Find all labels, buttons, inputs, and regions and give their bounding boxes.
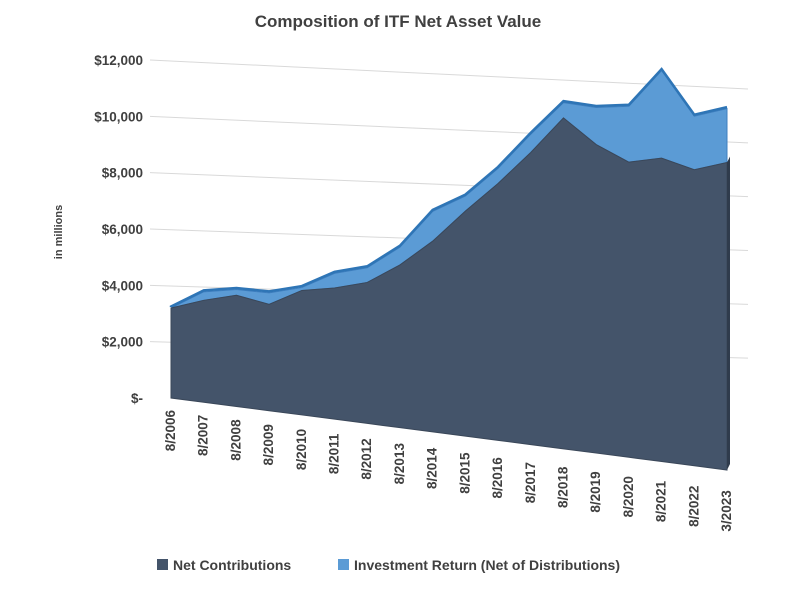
legend: Net Contributions Investment Return (Net … <box>157 557 620 573</box>
y-tick-label: $10,000 <box>94 109 143 124</box>
x-tick-label: 8/2015 <box>457 452 472 494</box>
area-depth-face <box>727 156 730 470</box>
x-tick-label: 8/2018 <box>555 466 570 508</box>
x-tick-label: 8/2009 <box>261 424 276 465</box>
x-tick-label: 8/2011 <box>327 433 342 474</box>
chart-title: Composition of ITF Net Asset Value <box>255 12 542 31</box>
y-tick-label: $6,000 <box>102 222 143 237</box>
x-tick-label: 3/2023 <box>719 490 734 532</box>
x-tick-label: 8/2006 <box>163 409 178 451</box>
y-tick-label: $4,000 <box>102 278 143 293</box>
x-tick-label: 8/2022 <box>686 486 701 527</box>
legend-label: Net Contributions <box>173 557 291 573</box>
y-tick-label: $8,000 <box>102 166 143 181</box>
x-tick-label: 8/2007 <box>196 415 211 456</box>
y-tick-label: $2,000 <box>102 335 143 350</box>
x-tick-label: 8/2017 <box>523 462 538 503</box>
x-tick-label: 8/2016 <box>490 457 505 499</box>
y-axis-ticks: $- $2,000 $4,000 $6,000 $8,000 $10,000 $12,000 <box>94 53 143 406</box>
area-series <box>169 67 730 471</box>
y-tick-label: $- <box>131 391 143 406</box>
legend-swatch <box>338 559 349 570</box>
legend-swatch <box>157 559 168 570</box>
area-investment-return-edge <box>169 67 728 308</box>
y-axis-label: in millions <box>53 205 65 259</box>
x-tick-label: 8/2021 <box>654 480 669 522</box>
x-tick-label: 8/2020 <box>621 476 636 517</box>
x-tick-label: 8/2012 <box>359 438 374 479</box>
x-axis-ticks: 8/2006 8/2007 8/2008 8/2009 8/2010 8/2011 8/20… <box>163 409 734 531</box>
x-tick-label: 8/2019 <box>588 471 603 512</box>
legend-label: Investment Return (Net of Distributions) <box>354 557 620 573</box>
x-tick-label: 8/2008 <box>228 419 243 461</box>
x-tick-label: 8/2014 <box>425 447 440 489</box>
x-tick-label: 8/2013 <box>392 443 407 485</box>
y-tick-label: $12,000 <box>94 53 143 68</box>
x-tick-label: 8/2010 <box>294 429 309 470</box>
